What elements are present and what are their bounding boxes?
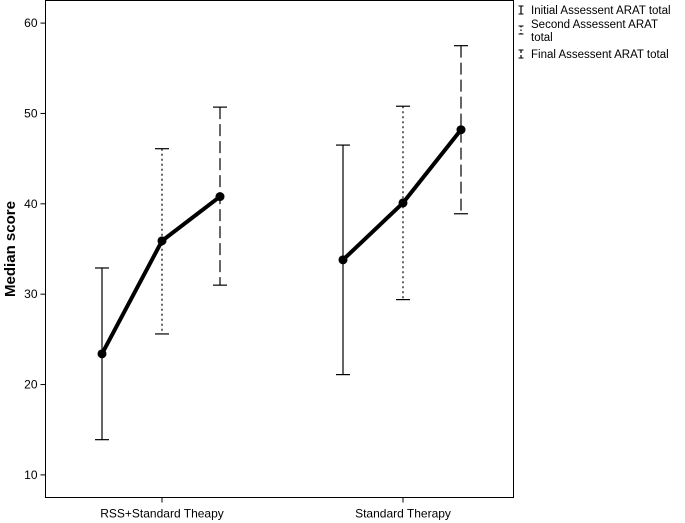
y-axis-title: Median score xyxy=(2,201,19,297)
x-axis: RSS+Standard Theapy Standard Therapy xyxy=(100,497,451,521)
legend-label: Second Assessent ARAT total xyxy=(531,19,658,44)
y-tick-label: 20 xyxy=(24,378,38,392)
y-tick-label: 60 xyxy=(24,16,38,30)
y-tick-label: 40 xyxy=(24,197,38,211)
median-point xyxy=(456,125,466,135)
y-tick-label: 10 xyxy=(24,468,38,482)
legend-label: Initial Assessent ARAT total xyxy=(531,5,671,17)
x-tick-label: RSS+Standard Theapy xyxy=(100,507,224,521)
y-axis: 10 20 30 40 50 60 xyxy=(24,16,46,482)
legend-label: Final Assessent ARAT total xyxy=(531,49,669,61)
legend: Initial Assessent ARAT total Second Asses… xyxy=(518,5,671,61)
plot-area xyxy=(45,0,514,498)
median-point xyxy=(398,198,408,208)
y-tick-label: 50 xyxy=(24,106,38,120)
median-points xyxy=(97,125,466,359)
median-point xyxy=(157,236,167,246)
median-point xyxy=(97,349,107,359)
x-tick-label: Standard Therapy xyxy=(355,507,451,521)
y-tick-label: 30 xyxy=(24,287,38,301)
median-point xyxy=(215,192,225,202)
median-point xyxy=(338,255,348,265)
